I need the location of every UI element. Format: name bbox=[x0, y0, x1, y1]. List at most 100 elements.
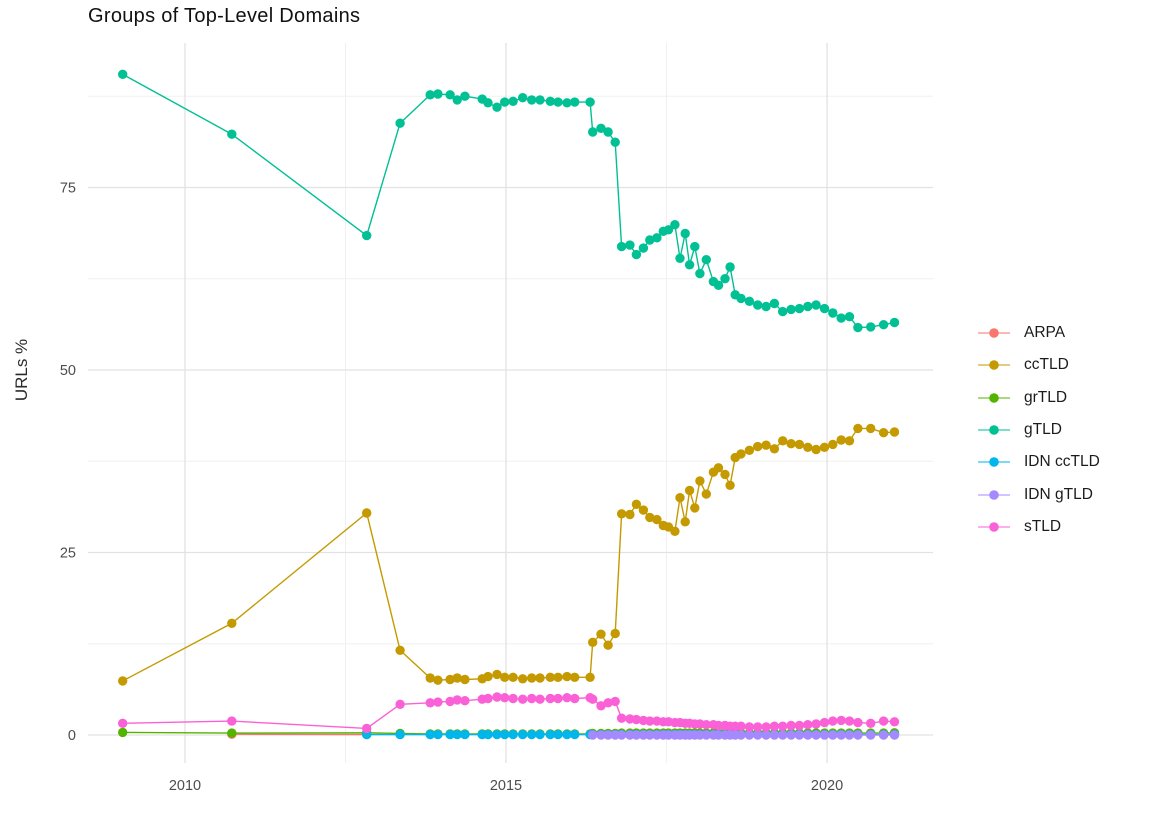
data-point-cctld bbox=[819, 442, 830, 452]
data-point-idn-cctld bbox=[508, 729, 518, 740]
data-point-stld bbox=[889, 717, 900, 727]
data-point-gtld bbox=[811, 300, 821, 310]
legend-label-arpa: ARPA bbox=[1024, 324, 1066, 342]
data-point-cctld bbox=[853, 423, 863, 434]
data-point-cctld bbox=[695, 476, 705, 486]
data-point-gtld bbox=[889, 317, 900, 328]
data-point-idn-cctld bbox=[452, 729, 462, 740]
data-point-stld bbox=[527, 693, 537, 704]
data-point-cctld bbox=[828, 439, 838, 450]
data-point-stld bbox=[452, 695, 462, 705]
data-point-idn-gtld bbox=[596, 730, 606, 740]
data-point-stld bbox=[769, 721, 780, 731]
data-point-stld bbox=[803, 720, 813, 730]
data-point-idn-gtld bbox=[819, 730, 830, 740]
data-point-gtld bbox=[769, 298, 780, 309]
data-point-gtld bbox=[460, 91, 470, 101]
data-point-gtld bbox=[866, 322, 876, 332]
y-tick-label-25: 25 bbox=[60, 545, 76, 561]
data-point-cctld bbox=[811, 444, 821, 455]
series-points-idn-gtld bbox=[588, 730, 900, 740]
data-point-stld bbox=[535, 694, 545, 704]
data-point-idn-gtld bbox=[844, 730, 855, 740]
data-point-stld bbox=[596, 701, 606, 711]
data-point-idn-gtld bbox=[713, 730, 724, 740]
data-point-gtld bbox=[878, 320, 889, 330]
data-point-idn-cctld bbox=[562, 729, 572, 740]
x-tick-label-2020: 2020 bbox=[811, 778, 843, 794]
data-point-cctld bbox=[736, 449, 746, 459]
data-point-idn-cctld bbox=[460, 729, 470, 740]
data-point-gtld bbox=[588, 127, 598, 137]
data-point-stld bbox=[701, 720, 711, 730]
data-point-stld bbox=[562, 693, 572, 703]
data-point-stld bbox=[828, 716, 838, 726]
data-point-stld bbox=[878, 716, 889, 726]
data-point-cctld bbox=[227, 618, 237, 628]
data-point-idn-gtld bbox=[786, 730, 796, 740]
legend-key-cctld bbox=[978, 360, 1010, 371]
data-point-idn-gtld bbox=[866, 730, 876, 740]
data-point-gtld bbox=[535, 95, 545, 105]
data-point-gtld bbox=[744, 296, 755, 306]
data-point-idn-gtld bbox=[878, 730, 889, 740]
data-point-gtld bbox=[713, 280, 724, 290]
data-point-gtld bbox=[492, 102, 502, 112]
legend-key-arpa bbox=[978, 328, 1010, 338]
data-point-idn-gtld bbox=[588, 730, 598, 740]
legend-key-stld bbox=[978, 522, 1010, 532]
data-point-gtld bbox=[720, 274, 730, 284]
data-point-gtld bbox=[570, 97, 580, 107]
data-point-gtld bbox=[527, 95, 537, 105]
data-point-cctld bbox=[545, 672, 555, 682]
data-point-cctld bbox=[425, 673, 435, 683]
data-point-gtld bbox=[701, 255, 711, 265]
data-point-gtld bbox=[603, 127, 613, 137]
data-point-grtld bbox=[118, 727, 128, 738]
data-point-cctld bbox=[483, 671, 493, 682]
data-point-cctld bbox=[761, 440, 771, 450]
data-point-stld bbox=[616, 713, 627, 723]
data-point-cctld bbox=[844, 436, 855, 446]
data-point-gtld bbox=[452, 95, 462, 105]
legend-label-grtld: grTLD bbox=[1024, 388, 1068, 406]
data-point-cctld bbox=[670, 526, 680, 536]
data-point-stld bbox=[545, 693, 555, 704]
legend-item-arpa: ARPA bbox=[976, 317, 1100, 349]
legend-item-stld: sTLD bbox=[976, 511, 1100, 543]
data-point-idn-cctld bbox=[500, 729, 510, 740]
data-point-cctld bbox=[518, 674, 528, 684]
data-point-cctld bbox=[500, 672, 510, 682]
data-point-cctld bbox=[645, 512, 655, 523]
data-point-idn-gtld bbox=[889, 730, 900, 740]
data-point-gtld bbox=[500, 97, 510, 107]
y-tick-label-50: 50 bbox=[60, 363, 76, 379]
data-point-cctld bbox=[585, 672, 595, 682]
data-point-gtld bbox=[638, 243, 649, 253]
data-point-stld bbox=[778, 721, 788, 731]
data-point-idn-cctld bbox=[433, 729, 443, 740]
data-point-stld bbox=[713, 720, 724, 731]
data-point-idn-gtld bbox=[701, 730, 711, 740]
legend-item-idn-gtld: IDN gTLD bbox=[976, 478, 1100, 510]
data-point-idn-cctld bbox=[527, 729, 537, 740]
x-tick-label-2010: 2010 bbox=[169, 778, 201, 794]
data-point-gtld bbox=[118, 69, 128, 80]
data-point-gtld bbox=[545, 96, 555, 107]
data-point-gtld bbox=[508, 96, 518, 107]
data-point-idn-cctld bbox=[545, 729, 555, 740]
data-point-gtld bbox=[675, 253, 685, 263]
data-point-idn-gtld bbox=[753, 730, 763, 740]
data-point-gtld bbox=[736, 293, 746, 304]
data-point-stld bbox=[844, 716, 855, 726]
data-point-cctld bbox=[445, 674, 455, 685]
data-point-gtld bbox=[794, 303, 805, 314]
data-point-stld bbox=[227, 716, 237, 726]
data-point-cctld bbox=[508, 672, 518, 682]
data-point-cctld bbox=[794, 439, 805, 450]
data-point-gtld bbox=[585, 97, 595, 107]
data-point-stld bbox=[866, 718, 876, 728]
data-point-cctld bbox=[866, 423, 876, 434]
data-point-cctld bbox=[684, 485, 695, 496]
